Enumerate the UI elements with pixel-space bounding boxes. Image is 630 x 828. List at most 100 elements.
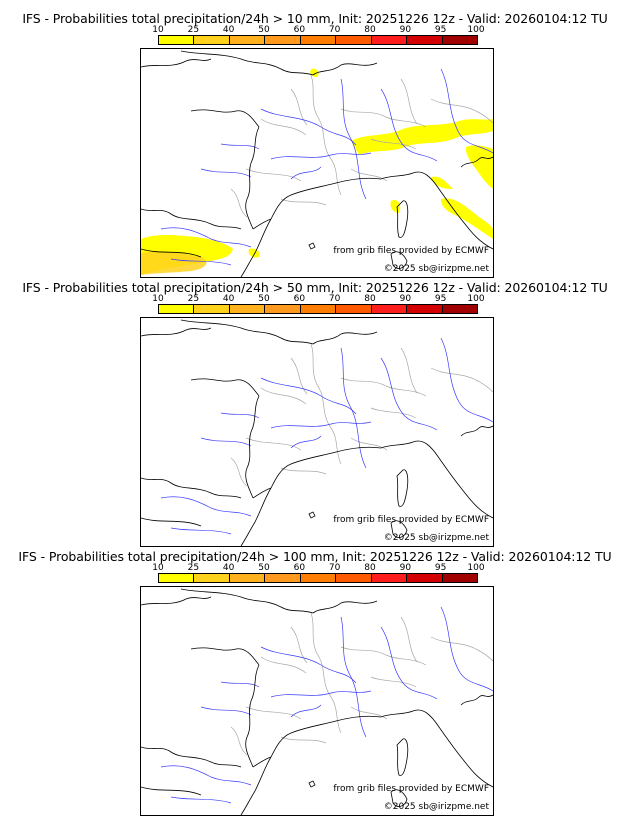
scale-color-cell [300, 574, 337, 582]
river-line [290, 435, 322, 449]
admin-border [260, 656, 307, 674]
scale-tick-label: 100 [467, 563, 485, 573]
coastline [380, 440, 493, 519]
scale-color-cell [371, 305, 408, 313]
scale-color-cell [442, 574, 477, 582]
admin-border [400, 347, 418, 394]
admin-border [350, 706, 388, 720]
scale-tick-label: 100 [467, 294, 485, 304]
coastline [380, 709, 493, 788]
coastline [141, 208, 242, 230]
admin-border [340, 646, 427, 666]
admin-border [430, 98, 493, 124]
precip-probability-area [351, 119, 493, 155]
admin-border [280, 198, 327, 206]
scale-color-cell [159, 574, 195, 582]
scale-bar [158, 304, 478, 314]
scale-tick-label: 95 [434, 563, 447, 573]
coastline [312, 600, 378, 614]
precip-probability-area [390, 199, 401, 213]
precip-probability-area [141, 251, 207, 275]
admin-border [400, 78, 418, 125]
panel-title: IFS - Probabilities total precipitation/… [22, 11, 608, 26]
coastline [141, 248, 202, 258]
precip-probability-area [248, 248, 260, 258]
scale-color-cell [300, 305, 337, 313]
coastline [180, 588, 314, 614]
scale-tick-label: 100 [467, 25, 485, 35]
island-outline [308, 511, 316, 519]
scale-color-cell [265, 36, 301, 44]
admin-border [280, 736, 327, 744]
coastline [270, 446, 382, 489]
river-line [440, 606, 493, 692]
probability-color-scale: 10 25 40 50 60 70 80 90 95 100 [152, 563, 487, 589]
coastline [245, 126, 260, 230]
panel-title: IFS - Probabilities total precipitation/… [18, 549, 612, 564]
coastline [180, 319, 314, 345]
coastline [380, 171, 493, 250]
scale-color-cell [371, 36, 408, 44]
river-line [160, 765, 252, 786]
river-line [200, 706, 252, 716]
scale-color-cell [336, 36, 372, 44]
admin-border [245, 437, 302, 451]
river-line [220, 681, 260, 688]
scale-color-cell [336, 574, 372, 582]
coastline [190, 378, 260, 397]
scale-tick-label: 10 [152, 563, 164, 573]
scale-color-cell [229, 36, 266, 44]
coastline [240, 487, 272, 546]
river-line [270, 421, 372, 429]
river-line [260, 377, 357, 415]
scale-color-cell [229, 574, 266, 582]
river-line [380, 88, 438, 162]
river-line [290, 166, 322, 180]
admin-border [430, 636, 493, 662]
map-frame: from grib files provided by ECMWF ©2025 … [140, 48, 494, 278]
admin-border [310, 612, 342, 734]
coastline [460, 425, 493, 437]
river-line [340, 78, 367, 200]
scale-tick-label: 50 [258, 563, 270, 573]
scale-tick-label: 50 [258, 294, 270, 304]
scale-color-cell [371, 574, 408, 582]
map-panel-50mm: IFS - Probabilities total precipitation/… [0, 269, 630, 547]
admin-border [290, 88, 308, 126]
admin-border [230, 726, 248, 756]
coastline [252, 756, 272, 768]
admin-border [230, 188, 248, 218]
scale-color-cell [194, 574, 230, 582]
coastline [141, 327, 212, 337]
coastline [141, 58, 212, 68]
map-canvas [141, 319, 493, 546]
river-line [160, 227, 252, 248]
scale-tick-label: 60 [293, 294, 306, 304]
river-line [160, 496, 252, 517]
copyright-credit: ©2025 sb@irizpme.net [383, 802, 489, 812]
scale-color-cell [300, 36, 337, 44]
scale-color-cell [407, 36, 443, 44]
scale-tick-label: 40 [222, 294, 235, 304]
probability-color-scale: 10 25 40 50 60 70 80 90 95 100 [152, 25, 487, 51]
admin-border [245, 706, 302, 720]
admin-border [350, 437, 388, 451]
scale-tick-label: 25 [187, 25, 200, 35]
river-line [220, 412, 260, 419]
admin-border [290, 357, 308, 395]
scale-tick-label: 10 [152, 294, 164, 304]
river-line [340, 616, 367, 738]
scale-color-cell [407, 305, 443, 313]
scale-tick-label: 25 [187, 294, 200, 304]
admin-border [230, 457, 248, 487]
scale-tick-label: 90 [399, 294, 412, 304]
scale-tick-label: 80 [364, 25, 376, 35]
scale-tick-label: 50 [258, 25, 270, 35]
scale-color-cell [159, 305, 195, 313]
map-frame: from grib files provided by ECMWF ©2025 … [140, 317, 494, 547]
scale-tick-label: 10 [152, 25, 164, 35]
scale-labels: 10 25 40 50 60 70 80 90 95 100 [152, 294, 487, 304]
copyright-credit: ©2025 sb@irizpme.net [383, 533, 489, 543]
map-canvas [141, 50, 493, 277]
admin-border [290, 626, 308, 664]
